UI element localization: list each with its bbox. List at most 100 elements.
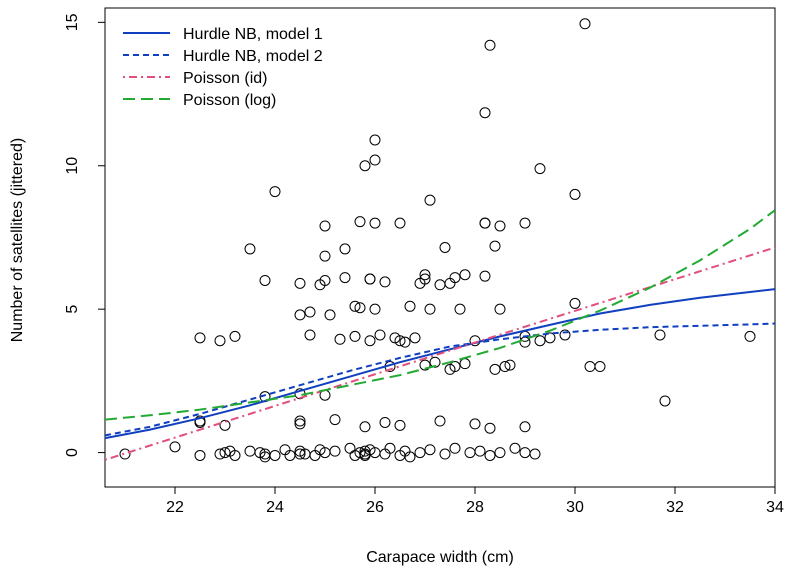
data-point	[489, 240, 501, 252]
data-point	[374, 329, 386, 341]
data-point	[659, 395, 671, 407]
data-point	[219, 447, 231, 459]
series-line	[105, 246, 775, 461]
data-point	[409, 332, 421, 344]
data-point	[294, 309, 306, 321]
data-point	[354, 216, 366, 228]
data-point	[479, 217, 491, 229]
data-point	[354, 302, 366, 314]
data-point	[329, 414, 341, 426]
data-point	[654, 329, 666, 341]
legend-label: Poisson (id)	[183, 70, 267, 87]
data-point	[484, 449, 496, 461]
data-point	[294, 418, 306, 430]
data-point	[424, 444, 436, 456]
x-tick-label: 24	[266, 499, 284, 516]
data-point	[484, 422, 496, 434]
data-point	[399, 336, 411, 348]
data-point	[479, 270, 491, 282]
data-point	[494, 220, 506, 232]
data-point	[414, 447, 426, 459]
data-point	[359, 421, 371, 433]
data-point	[364, 273, 376, 285]
data-point	[449, 272, 461, 284]
data-point	[494, 303, 506, 315]
x-tick-label: 26	[366, 499, 384, 516]
x-tick-label: 30	[566, 499, 584, 516]
data-point	[364, 335, 376, 347]
data-point	[449, 361, 461, 373]
data-point	[394, 419, 406, 431]
x-tick-label: 34	[766, 499, 784, 516]
data-point	[219, 419, 231, 431]
data-point	[319, 274, 331, 286]
data-point	[454, 303, 466, 315]
data-point	[304, 329, 316, 341]
data-point	[744, 330, 756, 342]
data-point	[369, 154, 381, 166]
x-tick-label: 28	[466, 499, 484, 516]
data-point	[294, 415, 306, 427]
data-point	[419, 359, 431, 371]
data-point	[594, 361, 606, 373]
data-point	[294, 277, 306, 289]
data-point	[339, 272, 351, 284]
data-point	[324, 309, 336, 321]
data-point	[119, 448, 131, 460]
data-point	[319, 250, 331, 262]
data-point	[349, 300, 361, 312]
data-point	[319, 220, 331, 232]
data-point	[559, 329, 571, 341]
data-point	[469, 418, 481, 430]
data-point	[214, 448, 226, 460]
data-point	[229, 330, 241, 342]
x-axis: 22 24 26 28 30 32 34	[166, 486, 784, 516]
data-point	[304, 306, 316, 318]
data-point	[424, 303, 436, 315]
data-point	[349, 330, 361, 342]
data-point	[419, 273, 431, 285]
data-point	[339, 243, 351, 255]
data-point	[509, 442, 521, 454]
data-point	[529, 448, 541, 460]
y-tick-label: 0	[64, 448, 81, 457]
data-point	[169, 441, 181, 453]
legend: Hurdle NB, model 1 Hurdle NB, model 2 Pois…	[123, 26, 323, 109]
data-point	[439, 448, 451, 460]
data-point	[379, 416, 391, 428]
legend-label: Hurdle NB, model 2	[183, 48, 323, 65]
series-line	[105, 209, 775, 421]
data-point	[359, 449, 371, 461]
data-point	[459, 269, 471, 281]
data-point	[269, 186, 281, 198]
data-point	[499, 361, 511, 373]
data-point	[369, 217, 381, 229]
data-point	[194, 449, 206, 461]
legend-label: Hurdle NB, model 1	[183, 26, 323, 43]
data-point	[244, 243, 256, 255]
data-point	[544, 332, 556, 344]
data-point	[569, 188, 581, 200]
y-axis-label: Number of satellites (jittered)	[9, 138, 26, 343]
data-point	[359, 160, 371, 172]
data-point	[534, 163, 546, 175]
data-point	[369, 134, 381, 146]
model-curves	[105, 209, 775, 461]
data-point	[534, 335, 546, 347]
x-tick-label: 32	[666, 499, 684, 516]
y-tick-label: 10	[64, 157, 81, 175]
data-point	[429, 356, 441, 368]
series-line	[105, 322, 775, 437]
data-point	[404, 451, 416, 463]
data-point	[479, 107, 491, 119]
data-point	[214, 335, 226, 347]
data-point	[394, 335, 406, 347]
data-point	[579, 18, 591, 30]
series-line	[105, 288, 775, 440]
y-tick-label: 5	[64, 305, 81, 314]
data-point	[494, 447, 506, 459]
y-tick-label: 15	[64, 13, 81, 31]
data-point	[259, 274, 271, 286]
